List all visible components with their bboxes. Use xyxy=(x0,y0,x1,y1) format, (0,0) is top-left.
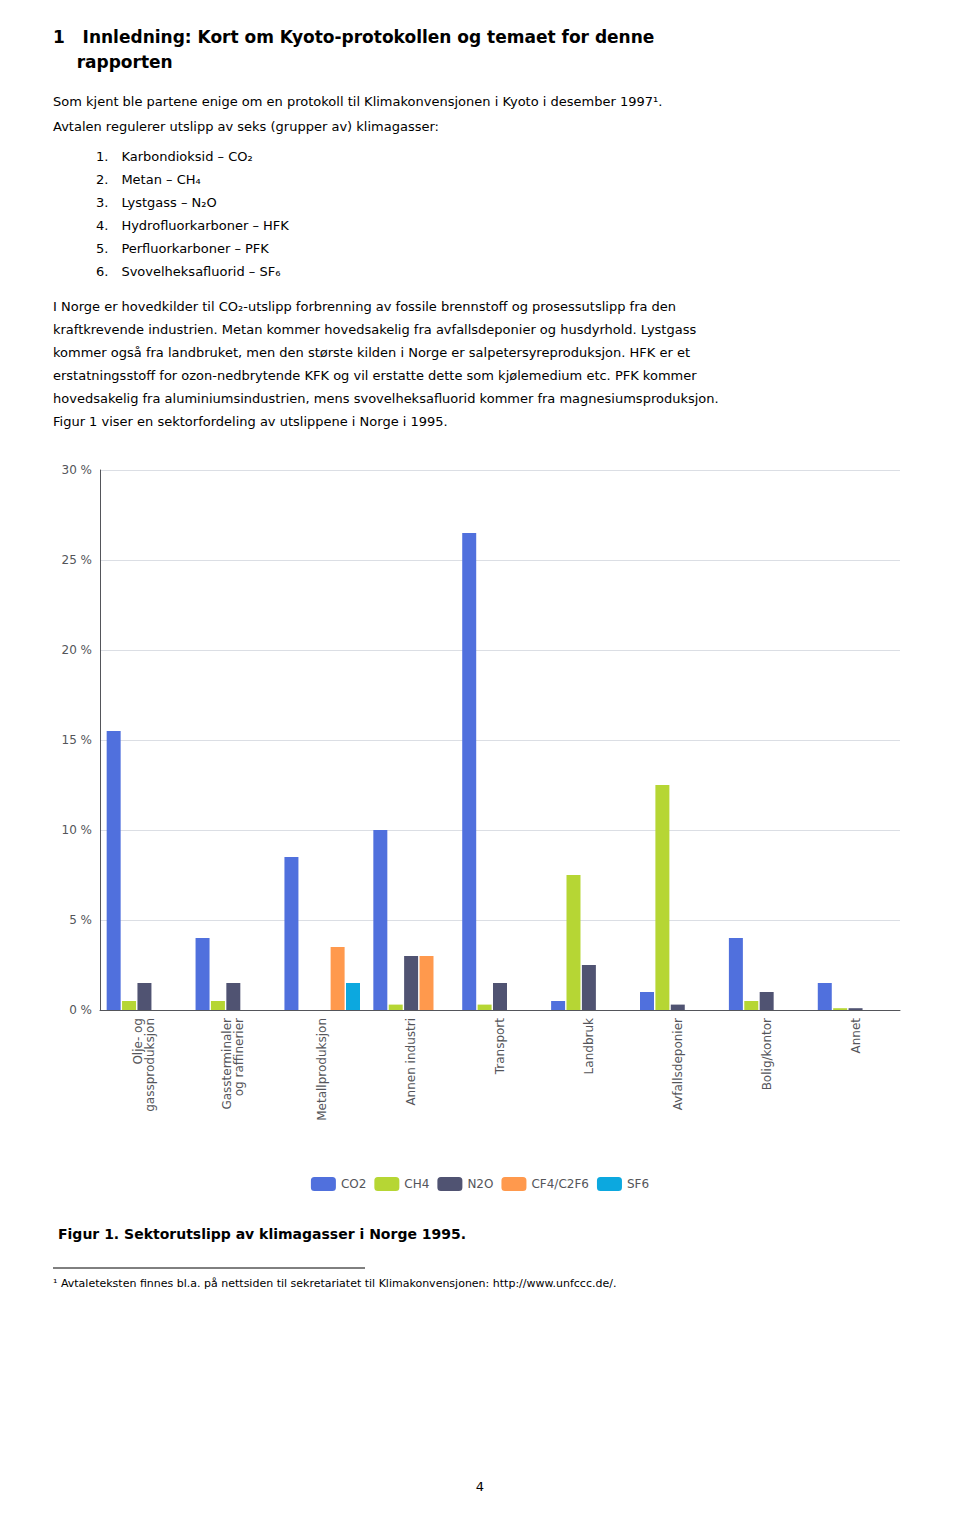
svg-text:5. Perfluorkarboner – PFK: 5. Perfluorkarboner – PFK xyxy=(96,241,269,256)
svg-text:Avtalen regulerer utslipp av s: Avtalen regulerer utslipp av seks (grupp… xyxy=(53,119,439,134)
svg-text:15 %: 15 % xyxy=(62,733,93,747)
svg-text:3. Lystgass – N₂O: 3. Lystgass – N₂O xyxy=(96,195,217,210)
svg-text:20 %: 20 % xyxy=(62,643,93,657)
svg-text:25 %: 25 % xyxy=(62,553,93,567)
svg-text:2. Metan – CH₄: 2. Metan – CH₄ xyxy=(96,172,201,187)
svg-text:Som kjent ble partene enige om: Som kjent ble partene enige om en protok… xyxy=(53,94,662,109)
svg-text:Figur 1 viser en sektorfordeli: Figur 1 viser en sektorfordeling av utsl… xyxy=(53,414,448,429)
svg-text:kommer også fra landbruket, me: kommer også fra landbruket, men den stør… xyxy=(53,345,690,360)
svg-text:Avfallsdeponier: Avfallsdeponier xyxy=(671,1018,685,1110)
svg-text:Olje- og: Olje- og xyxy=(131,1018,146,1065)
svg-text:30 %: 30 % xyxy=(62,463,93,477)
svg-text:CF4/C2F6: CF4/C2F6 xyxy=(531,1177,589,1191)
svg-text:Annen industri: Annen industri xyxy=(404,1018,418,1106)
svg-text:Bolig/kontor: Bolig/kontor xyxy=(760,1018,774,1090)
svg-text:rapporten: rapporten xyxy=(53,52,173,72)
svg-text:og raffinerier: og raffinerier xyxy=(232,1018,246,1096)
svg-text:1 Innledning: Kort om Kyoto-: 1 Innledning: Kort om Kyoto-protokollen … xyxy=(53,27,654,47)
svg-text:1. Karbondioksid – CO₂: 1. Karbondioksid – CO₂ xyxy=(96,149,253,164)
svg-text:erstatningsstoff for ozon-nedb: erstatningsstoff for ozon-nedbrytende KF… xyxy=(53,368,697,383)
svg-text:Figur 1. Sektorutslipp av klim: Figur 1. Sektorutslipp av klimagasser i … xyxy=(58,1226,466,1242)
svg-text:Annet: Annet xyxy=(849,1018,863,1054)
svg-text:4: 4 xyxy=(476,1479,484,1494)
svg-text:gassproduksjon: gassproduksjon xyxy=(143,1018,157,1112)
svg-text:0 %: 0 % xyxy=(69,1003,92,1017)
svg-text:SF6: SF6 xyxy=(627,1177,649,1191)
svg-text:Transport: Transport xyxy=(493,1018,507,1076)
svg-text:kraftkrevende industrien. Meta: kraftkrevende industrien. Metan kommer h… xyxy=(53,322,696,337)
svg-text:Gassterminaler: Gassterminaler xyxy=(220,1018,235,1110)
svg-text:¹ Avtaleteksten finnes bl.a. p: ¹ Avtaleteksten finnes bl.a. på nettside… xyxy=(53,1277,616,1290)
svg-text:CO2: CO2 xyxy=(341,1177,366,1191)
svg-text:I Norge er hovedkilder til CO₂: I Norge er hovedkilder til CO₂-utslipp f… xyxy=(53,299,676,314)
svg-text:4. Hydrofluorkarboner – HFK: 4. Hydrofluorkarboner – HFK xyxy=(96,218,289,233)
svg-text:Landbruk: Landbruk xyxy=(582,1018,596,1074)
svg-text:Metallproduksjon: Metallproduksjon xyxy=(315,1018,329,1121)
svg-text:6. Svovelheksafluorid – SF₆: 6. Svovelheksafluorid – SF₆ xyxy=(96,264,280,279)
svg-text:N2O: N2O xyxy=(467,1177,493,1191)
svg-text:5 %: 5 % xyxy=(69,913,92,927)
svg-text:CH4: CH4 xyxy=(404,1177,429,1191)
svg-text:hovedsakelig fra aluminiumsind: hovedsakelig fra aluminiumsindustrien, m… xyxy=(53,391,719,406)
svg-text:10 %: 10 % xyxy=(62,823,93,837)
